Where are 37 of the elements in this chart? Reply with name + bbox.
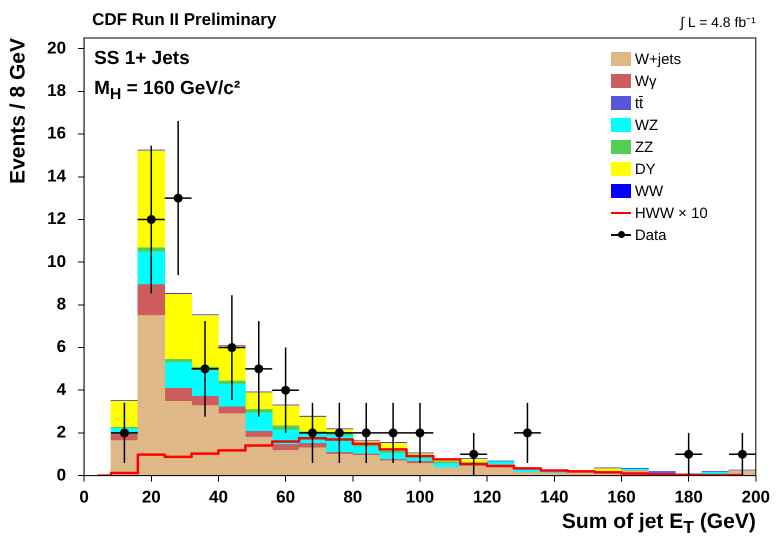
legend-label: tt̄ <box>634 94 644 112</box>
x-tick-label: 0 <box>79 487 89 506</box>
annotation: SS 1+ Jets <box>94 48 190 70</box>
x-tick-label: 200 <box>742 487 770 506</box>
y-tick-label: 16 <box>47 124 66 143</box>
y-tick-label: 4 <box>56 380 67 399</box>
y-tick-label: 14 <box>47 166 67 186</box>
legend-label: Wγ <box>634 72 656 90</box>
legend-label: WW <box>634 182 664 200</box>
x-tick-label: 180 <box>674 487 703 506</box>
legend-label: W+jets <box>634 50 682 68</box>
legend-label: Data <box>634 226 667 244</box>
annotation: M$_{H}$ = 160 GeV/c² <box>94 78 240 104</box>
legend-label: HWW × 10 <box>634 204 708 222</box>
x-tick-label: 60 <box>276 487 296 506</box>
y-axis-title: Events / 8 GeV <box>6 38 30 184</box>
y-tick-label: 8 <box>56 294 66 314</box>
chart-subtitle: ∫ L = 4.8 fb⁻¹ <box>680 13 756 31</box>
x-tick-label: 160 <box>607 487 636 506</box>
y-tick-label: 2 <box>56 422 66 442</box>
x-tick-label: 120 <box>472 487 502 506</box>
y-tick-label: 18 <box>47 81 66 100</box>
x-tick-label: 80 <box>343 487 362 506</box>
x-axis-title: Sum of jet E$_{T}$ (GeV) <box>562 510 756 538</box>
y-tick-label: 12 <box>47 209 66 228</box>
y-tick-label: 20 <box>47 38 66 58</box>
x-tick-label: 40 <box>208 487 228 506</box>
y-tick-label: 6 <box>56 337 66 356</box>
y-tick-label: 0 <box>56 465 66 484</box>
y-tick-label: 10 <box>47 252 66 271</box>
legend-label: DY <box>634 160 656 178</box>
legend-label: ZZ <box>634 138 654 156</box>
x-tick-label: 100 <box>406 487 434 506</box>
chart-title: CDF Run II Preliminary <box>92 10 276 30</box>
x-tick-label: 20 <box>142 487 161 506</box>
x-tick-label: 140 <box>540 487 568 506</box>
legend-label: WZ <box>634 116 658 134</box>
